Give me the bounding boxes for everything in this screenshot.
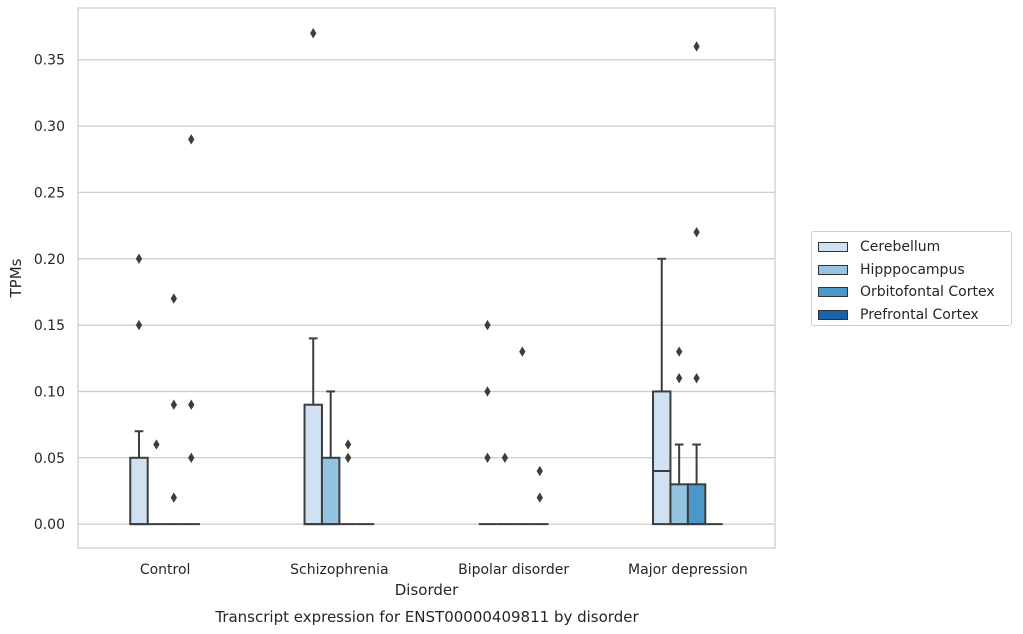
box-orbitofontal-cortex <box>339 439 357 526</box>
x-tick-label: Schizophrenia <box>290 562 388 578</box>
box-orbitofontal-cortex <box>513 346 532 526</box>
outlier-point <box>484 386 491 397</box>
outlier-point <box>536 465 543 477</box>
outlier-point <box>170 293 177 304</box>
outlier-point <box>170 492 177 503</box>
legend-item: Cerebellum <box>818 236 1005 259</box>
outlier-point <box>310 28 317 39</box>
box-body <box>129 456 149 526</box>
outlier-point <box>484 319 491 331</box>
box-series <box>129 28 723 526</box>
y-tick-label: 0.10 <box>34 384 65 400</box>
legend-label: Cerebellum <box>860 239 941 256</box>
x-tick-label: Control <box>140 562 191 578</box>
y-axis-ticks: 0.00 0.05 0.10 0.15 0.20 0.25 0.30 0.35 <box>34 53 65 533</box>
legend-item: Prefrontal Cortex <box>818 304 1005 327</box>
y-tick-label: 0.30 <box>34 119 65 135</box>
box-prefrontal-cortex <box>531 465 549 526</box>
box-prefrontal-cortex <box>182 134 200 526</box>
box-hipppocampus <box>496 452 514 526</box>
outlier-point <box>344 452 352 463</box>
legend-swatch <box>818 242 848 253</box>
x-axis-ticks: Control Schizophrenia Bipolar disorder Majo… <box>140 562 748 578</box>
box-body <box>686 483 707 526</box>
box-cerebellum <box>129 253 149 526</box>
legend-label: Prefrontal Cortex <box>860 306 979 323</box>
x-tick-label: Major depression <box>628 562 748 578</box>
outlier-point <box>188 452 195 463</box>
x-axis-label: Disorder <box>395 581 459 599</box>
box-orbitofontal-cortex <box>165 293 183 526</box>
y-tick-label: 0.00 <box>34 517 65 533</box>
box-body <box>320 456 341 526</box>
legend-label: Hipppocampus <box>860 261 965 278</box>
outlier-point <box>693 41 700 52</box>
box-body <box>303 403 323 526</box>
x-tick-label: Bipolar disorder <box>458 562 569 578</box>
box-cerebellum <box>478 319 497 526</box>
plot-frame <box>77 7 776 549</box>
legend-label: Orbitofontal Cortex <box>860 284 995 301</box>
outlier-point <box>344 439 352 450</box>
legend-swatch <box>818 264 848 275</box>
outlier-point <box>188 134 195 145</box>
outlier-point <box>519 346 526 357</box>
legend-swatch <box>818 287 848 298</box>
outlier-point <box>501 452 509 463</box>
box-orbitofontal-cortex <box>686 41 707 526</box>
legend-item: Orbitofontal Cortex <box>818 281 1005 304</box>
outlier-point <box>693 227 700 238</box>
legend-swatch <box>818 309 848 320</box>
y-tick-label: 0.05 <box>34 451 65 467</box>
outlier-point <box>135 253 143 264</box>
box-hipppocampus <box>147 439 166 526</box>
box-body <box>652 390 672 526</box>
box-cerebellum <box>652 257 672 526</box>
box-hipppocampus <box>320 390 341 526</box>
outlier-point <box>135 319 143 331</box>
y-tick-label: 0.35 <box>34 53 65 69</box>
legend: Cerebellum Hipppocampus Orbitofontal Corte… <box>811 231 1012 326</box>
outlier-point <box>676 346 683 357</box>
outlier-point <box>153 439 160 450</box>
chart-caption: Transcript expression for ENST0000040981… <box>214 608 639 626</box>
outlier-point <box>536 492 543 503</box>
y-tick-label: 0.25 <box>34 185 65 201</box>
box-cerebellum <box>303 28 323 526</box>
box-body <box>669 483 689 526</box>
legend-item: Hipppocampus <box>818 259 1005 282</box>
y-tick-label: 0.20 <box>34 252 65 268</box>
outlier-point <box>188 399 195 410</box>
y-axis-label: TPMs <box>7 258 25 298</box>
outlier-point <box>484 452 491 463</box>
outlier-point <box>676 372 683 384</box>
outlier-point <box>693 372 700 384</box>
outlier-point <box>170 399 177 410</box>
y-tick-label: 0.15 <box>34 318 65 334</box>
